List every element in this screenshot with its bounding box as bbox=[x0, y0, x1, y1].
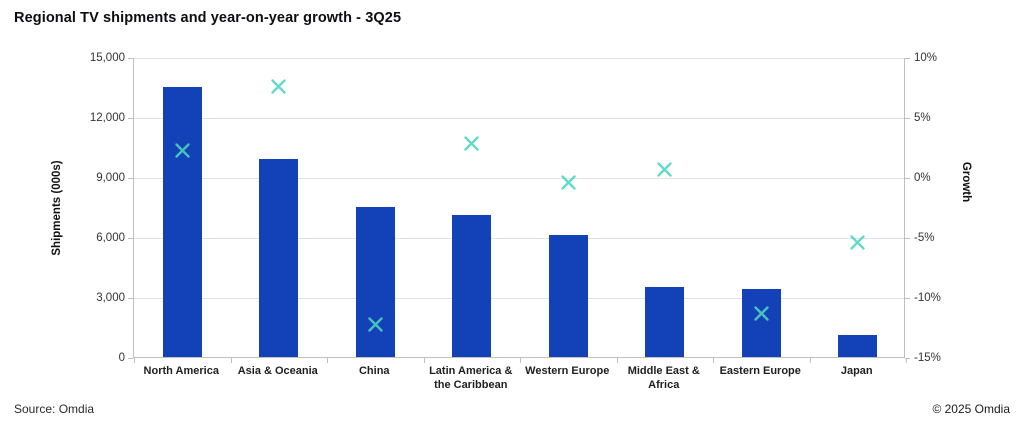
left-axis-tick bbox=[128, 118, 133, 119]
growth-x-marker bbox=[753, 305, 770, 322]
left-axis-tick-label: 6,000 bbox=[96, 232, 125, 244]
copyright-note: © 2025 Omdia bbox=[932, 402, 1010, 416]
right-axis-tick-label: -5% bbox=[914, 232, 935, 244]
right-axis-tick bbox=[905, 178, 910, 179]
bar bbox=[548, 235, 588, 357]
right-axis-tick bbox=[905, 118, 910, 119]
category-boundary-tick bbox=[520, 358, 521, 363]
bar bbox=[452, 215, 492, 357]
growth-x-marker bbox=[174, 142, 191, 159]
category-label: Western Europe bbox=[525, 365, 610, 377]
category-label: Middle East & Africa bbox=[627, 365, 700, 391]
left-axis-tick-label: 12,000 bbox=[89, 112, 125, 124]
bar bbox=[259, 159, 299, 357]
chart-title: Regional TV shipments and year-on-year g… bbox=[14, 10, 402, 26]
category-boundary-tick bbox=[713, 358, 714, 363]
right-axis-tick bbox=[905, 238, 910, 239]
right-axis-tick-label: -15% bbox=[914, 352, 941, 364]
category-boundary-tick bbox=[809, 358, 811, 363]
bar bbox=[838, 335, 878, 357]
category-label: Eastern Europe bbox=[719, 365, 801, 377]
growth-x-marker bbox=[463, 135, 480, 152]
category-label: Latin America & the Caribbean bbox=[429, 365, 513, 391]
bar bbox=[645, 287, 685, 357]
left-axis-tick bbox=[128, 58, 133, 59]
right-axis-tick-label: -10% bbox=[914, 292, 941, 304]
category-label: Japan bbox=[840, 365, 873, 377]
right-axis-tick bbox=[905, 298, 910, 299]
bar bbox=[741, 289, 781, 357]
left-axis-tick-label: 9,000 bbox=[96, 172, 125, 184]
right-axis-tick-label: 10% bbox=[914, 52, 938, 64]
category-label: North America bbox=[143, 365, 219, 377]
left-axis-tick-label: 15,000 bbox=[89, 52, 125, 64]
left-axis-tick bbox=[128, 178, 133, 179]
left-axis-tick bbox=[128, 298, 133, 299]
category-boundary-tick bbox=[423, 358, 425, 363]
right-axis-tick bbox=[905, 358, 910, 359]
gridline bbox=[134, 178, 904, 179]
source-note: Source: Omdia bbox=[14, 402, 95, 416]
category-boundary-tick bbox=[616, 358, 618, 363]
left-axis-tick bbox=[128, 238, 133, 239]
growth-x-marker bbox=[656, 161, 673, 178]
growth-x-marker bbox=[270, 78, 287, 95]
left-axis-tick-label: 0 bbox=[118, 352, 125, 364]
right-axis-tick-label: 0% bbox=[914, 172, 931, 184]
category-boundary-tick bbox=[230, 358, 232, 363]
gridline bbox=[134, 238, 904, 239]
left-axis-tick bbox=[128, 358, 133, 359]
left-axis-tick-label: 3,000 bbox=[96, 292, 125, 304]
category-label: Asia & Oceania bbox=[237, 365, 318, 377]
plot-area bbox=[128, 58, 910, 363]
category-boundary-tick bbox=[327, 358, 328, 363]
growth-x-marker bbox=[849, 234, 866, 251]
gridline bbox=[134, 58, 904, 59]
gridline bbox=[134, 298, 904, 299]
growth-x-marker bbox=[560, 174, 577, 191]
bar bbox=[355, 207, 395, 357]
category-boundary-tick bbox=[134, 358, 135, 363]
bar bbox=[162, 87, 202, 357]
right-axis-tick-label: 5% bbox=[914, 112, 931, 124]
gridline bbox=[134, 118, 904, 119]
right-axis-tick bbox=[905, 58, 910, 59]
category-label: China bbox=[358, 365, 390, 377]
growth-x-marker bbox=[367, 316, 384, 333]
category-boundary-tick bbox=[906, 358, 907, 363]
